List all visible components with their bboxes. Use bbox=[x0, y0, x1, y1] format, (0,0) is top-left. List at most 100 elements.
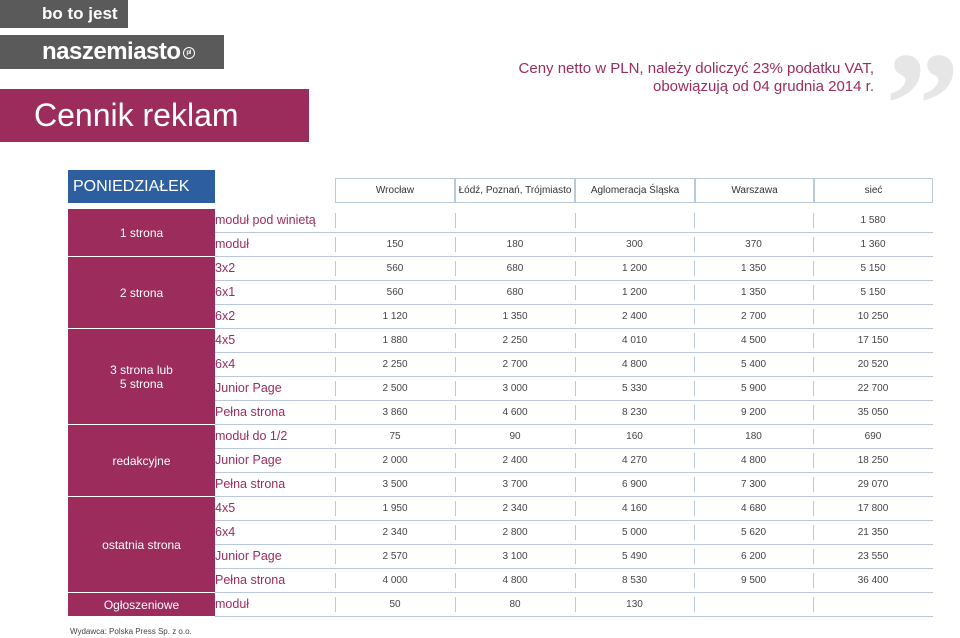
column-header: Wrocław bbox=[335, 178, 455, 203]
price-cell: 3 500 bbox=[382, 479, 408, 490]
price-cell: 2 500 bbox=[382, 383, 408, 394]
group-label-line: 1 strona bbox=[119, 225, 164, 240]
price-cell: 3 100 bbox=[502, 551, 528, 562]
price-cell: 1 350 bbox=[502, 311, 528, 322]
column-divider bbox=[455, 381, 456, 396]
price-cell: 18 250 bbox=[857, 455, 889, 466]
column-divider bbox=[813, 573, 814, 588]
column-divider bbox=[335, 405, 336, 420]
column-divider bbox=[694, 405, 695, 420]
price-cell: 180 bbox=[506, 239, 524, 250]
column-divider bbox=[575, 333, 576, 348]
row-label: Junior Page bbox=[215, 549, 282, 563]
price-cell: 6 200 bbox=[740, 551, 767, 562]
row-label: 6x4 bbox=[215, 357, 236, 371]
price-cell bbox=[335, 209, 455, 232]
table-row: 4x5 1 880 2 250 4 010 4 500 17 150 bbox=[215, 329, 933, 353]
price-cell: 690 bbox=[864, 431, 882, 442]
column-divider bbox=[455, 501, 456, 516]
column-divider bbox=[694, 261, 695, 276]
row-label: moduł pod winietą bbox=[215, 213, 316, 227]
price-cell bbox=[694, 209, 813, 232]
column-divider bbox=[335, 357, 336, 372]
column-divider bbox=[575, 405, 576, 420]
vat-note: Ceny netto w PLN, należy doliczyć 23% po… bbox=[454, 60, 874, 96]
price-cell: 1 950 bbox=[382, 503, 408, 514]
column-divider bbox=[813, 381, 814, 396]
column-divider bbox=[694, 525, 695, 540]
column-divider bbox=[813, 501, 814, 516]
column-divider bbox=[575, 357, 576, 372]
row-label: moduł bbox=[215, 237, 250, 251]
price-cell: 10 250 bbox=[857, 311, 889, 322]
price-cell: 5 150 bbox=[860, 263, 886, 274]
column-divider bbox=[575, 261, 576, 276]
price-cell: 5 150 bbox=[860, 287, 886, 298]
column-divider bbox=[455, 333, 456, 348]
column-divider bbox=[335, 501, 336, 516]
price-cell: 4 800 bbox=[502, 575, 528, 586]
column-divider bbox=[455, 597, 456, 612]
price-cell: 80 bbox=[509, 599, 521, 610]
column-divider bbox=[455, 453, 456, 468]
price-cell bbox=[455, 209, 575, 232]
price-cell: 5 900 bbox=[740, 383, 767, 394]
price-cell: 90 bbox=[509, 431, 521, 442]
table-row: Junior Page 2 500 3 000 5 330 5 900 22 700 bbox=[215, 377, 933, 401]
column-divider bbox=[694, 333, 695, 348]
price-cell: 4 800 bbox=[621, 359, 648, 370]
table-row: 6x4 2 250 2 700 4 800 5 400 20 520 bbox=[215, 353, 933, 377]
table-row: Junior Page 2 000 2 400 4 270 4 800 18 250 bbox=[215, 449, 933, 473]
row-label: 6x4 bbox=[215, 525, 236, 539]
column-divider bbox=[694, 381, 695, 396]
page-title: Cennik reklam bbox=[0, 89, 309, 142]
column-divider bbox=[813, 549, 814, 564]
price-cell: 680 bbox=[506, 263, 524, 274]
group-label-line: Ogłoszeniowe bbox=[103, 597, 180, 612]
price-cell: 4 800 bbox=[740, 455, 767, 466]
table-row: 4x5 1 950 2 340 4 160 4 680 17 800 bbox=[215, 497, 933, 521]
price-cell: 9 200 bbox=[740, 407, 767, 418]
column-divider bbox=[813, 333, 814, 348]
column-divider bbox=[335, 309, 336, 324]
price-cell: 560 bbox=[386, 263, 404, 274]
column-divider bbox=[575, 429, 576, 444]
group-label-line: 3 strona lub bbox=[110, 362, 173, 377]
price-cell: 50 bbox=[389, 599, 401, 610]
price-cell: 23 550 bbox=[857, 551, 889, 562]
column-divider bbox=[335, 597, 336, 612]
column-divider bbox=[575, 549, 576, 564]
column-divider bbox=[694, 285, 695, 300]
group-label-line: 2 strona bbox=[119, 285, 164, 300]
column-divider bbox=[455, 573, 456, 588]
price-cell: 4 600 bbox=[502, 407, 528, 418]
day-header: PONIEDZIAŁEK bbox=[68, 170, 215, 203]
column-divider bbox=[455, 405, 456, 420]
column-divider bbox=[694, 357, 695, 372]
column-divider bbox=[694, 309, 695, 324]
price-cell: 2 800 bbox=[502, 527, 528, 538]
price-cell: 2 400 bbox=[502, 455, 528, 466]
column-header: Łódź, Poznań, Trójmiasto bbox=[455, 178, 575, 203]
column-divider bbox=[813, 597, 814, 612]
column-divider bbox=[575, 501, 576, 516]
column-divider bbox=[575, 573, 576, 588]
price-cell: 2 340 bbox=[502, 503, 528, 514]
price-cell: 7 300 bbox=[740, 479, 767, 490]
price-cell: 4 160 bbox=[621, 503, 648, 514]
price-cell: 370 bbox=[745, 239, 762, 250]
row-label: Pełna strona bbox=[215, 405, 286, 419]
price-cell: 4 680 bbox=[740, 503, 767, 514]
brand-logo: naszemiasto pl bbox=[0, 35, 224, 69]
column-divider bbox=[455, 549, 456, 564]
price-cell: 4 000 bbox=[382, 575, 408, 586]
table-row: 6x4 2 340 2 800 5 000 5 620 21 350 bbox=[215, 521, 933, 545]
row-label: moduł do 1/2 bbox=[215, 429, 288, 443]
price-cell: 35 050 bbox=[857, 407, 889, 418]
column-divider bbox=[455, 237, 456, 252]
group-label: redakcyjne bbox=[68, 425, 215, 497]
price-cell: 1 360 bbox=[860, 239, 886, 250]
group-label-line: ostatnia strona bbox=[102, 537, 181, 552]
column-divider bbox=[455, 213, 456, 228]
price-cell: 2 250 bbox=[382, 359, 408, 370]
